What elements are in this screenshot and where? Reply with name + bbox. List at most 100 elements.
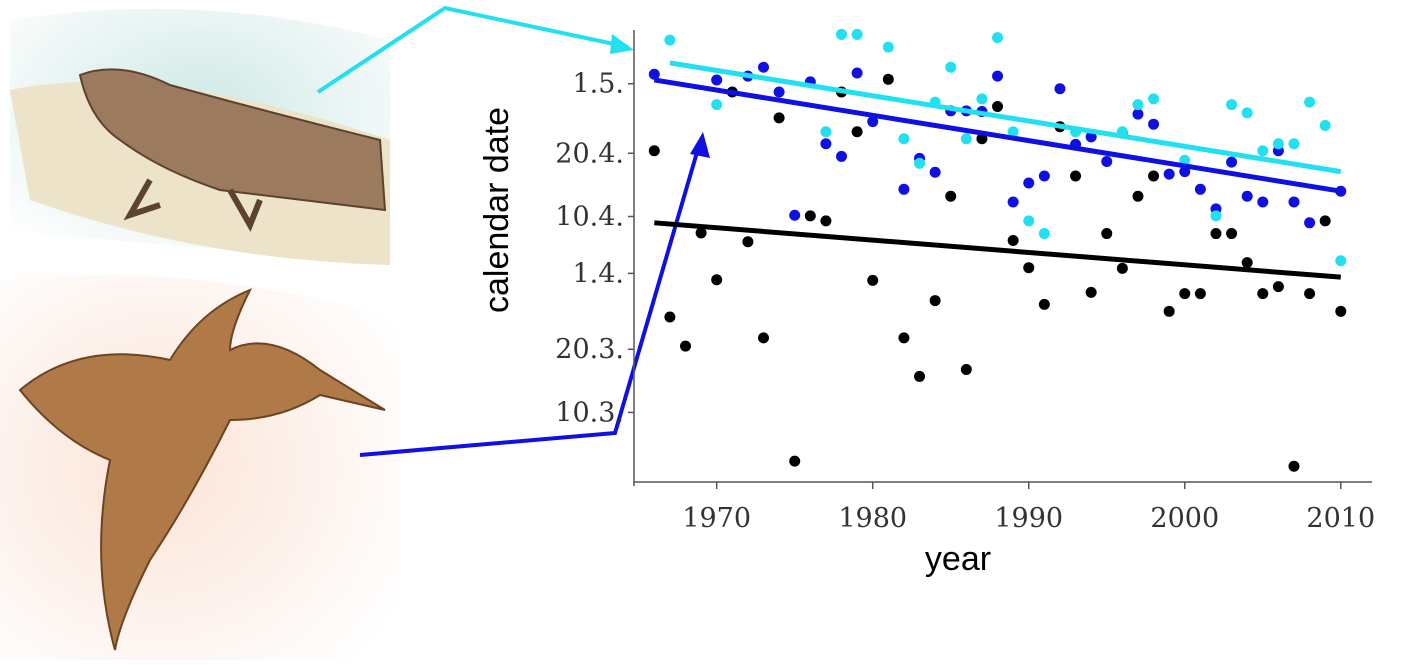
data-point: [711, 99, 723, 111]
data-point: [711, 274, 723, 286]
data-point: [664, 34, 676, 46]
data-point: [1288, 196, 1300, 208]
x-tick-label: 1980: [838, 503, 907, 534]
trend-line: [654, 220, 1341, 280]
data-point: [789, 209, 801, 221]
data-point: [1163, 305, 1175, 317]
data-point: [1023, 177, 1035, 189]
y-tick-label: 10.4.: [555, 201, 624, 232]
data-point: [1257, 288, 1269, 300]
data-point: [1304, 288, 1316, 300]
data-point: [851, 126, 863, 138]
y-tick-label: 20.4.: [555, 138, 624, 169]
data-point: [960, 133, 972, 145]
data-point: [1101, 228, 1113, 240]
y-axis-title: calendar date: [478, 107, 516, 313]
data-point: [648, 145, 660, 157]
y-tick-label: 10.3.: [555, 397, 624, 428]
data-point: [1101, 155, 1113, 167]
data-point: [1319, 215, 1331, 227]
data-point: [1241, 257, 1253, 269]
data-point: [1007, 126, 1019, 138]
data-point: [695, 227, 707, 239]
data-point: [1335, 255, 1347, 267]
data-point: [1148, 93, 1160, 105]
data-point: [711, 74, 723, 86]
data-point: [1023, 215, 1035, 227]
data-point: [1054, 83, 1066, 95]
data-point: [867, 116, 879, 128]
data-point: [836, 150, 848, 162]
data-point: [679, 340, 691, 352]
data-point: [851, 67, 863, 79]
data-point: [1257, 145, 1269, 157]
y-tick-label: 1.4.: [572, 258, 624, 289]
data-point: [1257, 196, 1269, 208]
data-point: [1163, 168, 1175, 180]
data-point: [758, 332, 770, 344]
data-point: [836, 28, 848, 40]
data-point: [914, 370, 926, 382]
x-tick-label: 1990: [994, 503, 1063, 534]
data-point: [773, 112, 785, 124]
data-point: [1179, 288, 1191, 300]
data-point: [1038, 298, 1050, 310]
data-point: [1148, 118, 1160, 130]
woodcock-illustration: [0, 275, 400, 660]
trend-line: [653, 77, 1342, 194]
data-point: [1038, 170, 1050, 182]
data-point: [945, 190, 957, 202]
data-point: [1226, 228, 1238, 240]
data-point: [742, 236, 754, 248]
data-point: [867, 274, 879, 286]
data-point: [1210, 210, 1222, 222]
data-point: [648, 68, 660, 80]
data-point: [1226, 99, 1238, 111]
data-point: [1007, 235, 1019, 247]
data-point: [820, 138, 832, 150]
data-point: [1132, 99, 1144, 111]
data-point: [1132, 108, 1144, 120]
x-axis-title: year: [925, 540, 991, 578]
data-point: [1194, 183, 1206, 195]
data-point: [1070, 170, 1082, 182]
data-point: [851, 28, 863, 40]
data-point: [820, 215, 832, 227]
data-point: [1288, 138, 1300, 150]
x-tick-label: 1970: [682, 503, 751, 534]
data-point: [1132, 190, 1144, 202]
data-point: [898, 133, 910, 145]
trend-line: [669, 60, 1342, 175]
x-tick-label: 2010: [1306, 503, 1375, 534]
data-point: [929, 295, 941, 307]
data-point: [773, 86, 785, 98]
data-point: [992, 32, 1004, 44]
data-point: [898, 332, 910, 344]
data-point: [992, 70, 1004, 82]
data-point: [1272, 281, 1284, 293]
data-point: [898, 183, 910, 195]
data-point: [1304, 96, 1316, 108]
data-point: [789, 455, 801, 467]
data-point: [1241, 190, 1253, 202]
data-point: [664, 311, 676, 323]
data-point: [1210, 228, 1222, 240]
data-point: [1038, 228, 1050, 240]
data-point: [945, 61, 957, 73]
data-point: [1116, 262, 1128, 274]
data-point: [804, 210, 816, 222]
data-point: [960, 363, 972, 375]
y-tick-label: 1.5.: [572, 69, 624, 100]
data-point: [1319, 119, 1331, 131]
data-point: [1194, 288, 1206, 300]
data-point: [976, 93, 988, 105]
data-point: [1148, 170, 1160, 182]
data-point: [1023, 262, 1035, 274]
data-point: [1288, 460, 1300, 472]
data-point: [820, 126, 832, 138]
data-point: [914, 157, 926, 169]
data-point: [929, 166, 941, 178]
data-point: [882, 73, 894, 85]
